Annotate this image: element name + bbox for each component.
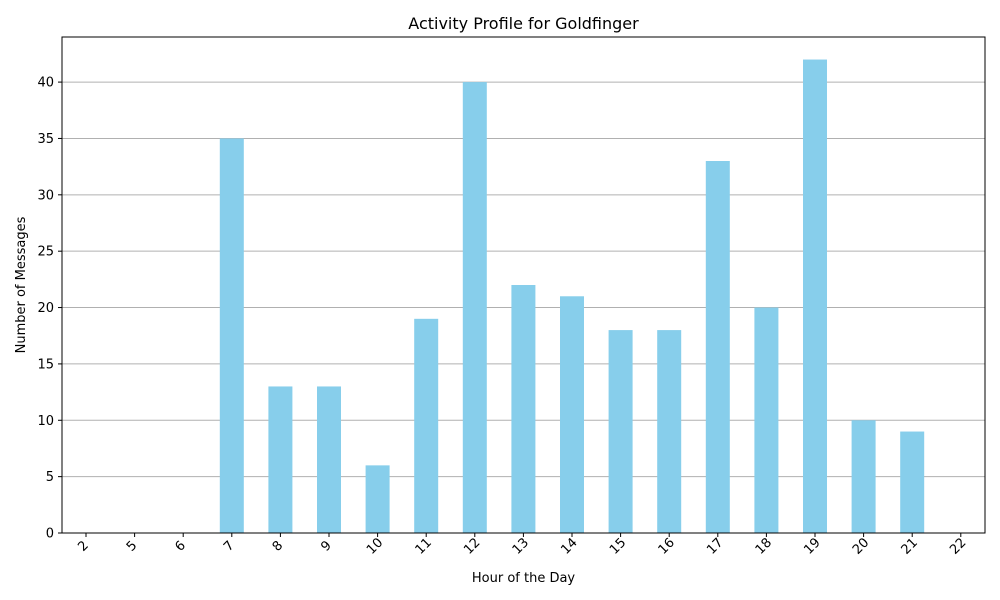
bar [365, 465, 390, 533]
bar [754, 307, 779, 533]
bar [219, 138, 244, 534]
bar [900, 431, 925, 533]
x-tick-label: 12 [461, 535, 483, 557]
x-tick-label: 5 [124, 538, 140, 554]
bar [511, 285, 536, 533]
bar [414, 318, 439, 533]
y-tick-label: 10 [37, 414, 54, 429]
x-tick-label: 14 [558, 535, 580, 557]
x-tick-label: 16 [656, 535, 678, 557]
x-tick-label: 19 [801, 535, 823, 557]
chart-title: Activity Profile for Goldfinger [408, 14, 639, 33]
y-tick-label: 40 [37, 76, 54, 91]
bar [268, 386, 293, 533]
bar [608, 330, 633, 533]
bar [851, 420, 876, 533]
x-tick-label: 20 [850, 535, 872, 557]
y-tick-label: 30 [37, 188, 54, 203]
y-tick-label: 25 [37, 245, 54, 260]
bar [705, 161, 730, 533]
x-tick-label: 15 [607, 535, 629, 557]
x-tick-label: 10 [364, 535, 386, 557]
x-tick-label: 13 [510, 535, 532, 557]
bar [317, 386, 341, 533]
y-tick-label: 35 [37, 132, 54, 147]
bar [657, 330, 682, 533]
x-tick-label: 8 [270, 538, 286, 554]
x-tick-label: 22 [947, 535, 969, 557]
y-tick-label: 15 [37, 357, 54, 372]
bar [803, 59, 827, 533]
x-tick-label: 11 [413, 535, 435, 557]
x-ticks: 2 5 6 7 8 9 10 11 12 13 14 15 16 17 18 19 20 21 22 [75, 533, 969, 558]
x-tick-label: 18 [753, 535, 775, 557]
x-axis-label: Hour of the Day [472, 571, 576, 586]
y-axis-label: Number of Messages [14, 216, 29, 353]
x-tick-label: 2 [75, 538, 91, 554]
x-tick-label: 6 [172, 538, 188, 554]
bars [219, 59, 925, 534]
y-tick-label: 20 [37, 301, 54, 316]
x-tick-label: 17 [704, 535, 726, 557]
bar [462, 82, 487, 533]
x-tick-label: 7 [221, 538, 237, 554]
bar [560, 296, 584, 533]
y-tick-label: 0 [46, 527, 54, 542]
x-tick-label: 21 [899, 535, 921, 557]
x-tick-label: 9 [318, 538, 334, 554]
y-ticks: 0 5 10 15 20 25 30 35 40 [37, 76, 62, 542]
y-tick-label: 5 [46, 470, 54, 485]
